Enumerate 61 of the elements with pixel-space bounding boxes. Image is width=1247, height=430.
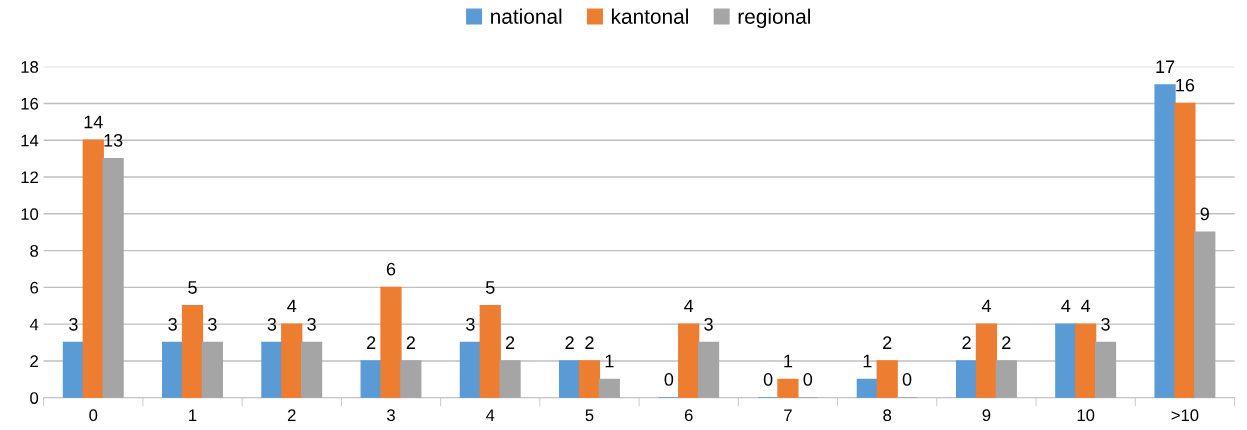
x-tick-label: 2 bbox=[287, 409, 296, 421]
data-label: 3 bbox=[208, 317, 217, 331]
y-tick-label: 2 bbox=[30, 355, 38, 367]
x-tick-label: 4 bbox=[485, 409, 495, 421]
data-label: 3 bbox=[307, 317, 316, 331]
y-tick-label: 16 bbox=[21, 97, 39, 110]
y-tick-label: 14 bbox=[21, 134, 39, 147]
data-label: 2 bbox=[585, 336, 594, 349]
data-label: 1 bbox=[605, 354, 614, 368]
data-label: 2 bbox=[367, 336, 376, 349]
data-label: 4 bbox=[1061, 299, 1071, 313]
data-label: 4 bbox=[684, 299, 694, 313]
legend-label: kantonal bbox=[611, 8, 688, 24]
data-label: 3 bbox=[704, 317, 713, 331]
x-tick-label: >10 bbox=[1171, 409, 1199, 422]
data-label: 5 bbox=[485, 281, 495, 294]
data-label: 2 bbox=[406, 336, 415, 349]
data-label: 2 bbox=[565, 336, 574, 349]
data-label: 1 bbox=[784, 354, 793, 368]
data-label: 0 bbox=[902, 373, 912, 386]
legend-label: national bbox=[491, 8, 562, 24]
data-label: 3 bbox=[267, 317, 277, 331]
x-tick-label: 3 bbox=[386, 409, 395, 422]
data-label: 0 bbox=[664, 373, 674, 386]
data-label: 14 bbox=[84, 115, 103, 129]
data-label: 13 bbox=[104, 133, 123, 147]
y-tick-label: 8 bbox=[30, 245, 39, 257]
data-label: 3 bbox=[466, 317, 475, 331]
data-label: 2 bbox=[505, 336, 515, 349]
x-tick-label: 6 bbox=[684, 409, 693, 422]
data-label: 4 bbox=[1081, 299, 1091, 313]
data-label: 3 bbox=[69, 317, 78, 331]
x-tick-label: 10 bbox=[1077, 409, 1095, 422]
y-tick-label: 4 bbox=[29, 318, 39, 331]
data-label: 0 bbox=[803, 373, 813, 386]
data-label: 3 bbox=[1101, 317, 1110, 331]
data-label: 0 bbox=[763, 373, 773, 386]
y-tick-label: 18 bbox=[21, 61, 39, 73]
data-label: 9 bbox=[1200, 207, 1209, 221]
y-tick-label: 10 bbox=[21, 208, 39, 221]
y-tick-label: 12 bbox=[21, 171, 38, 184]
x-tick-label: 0 bbox=[89, 409, 98, 422]
data-label: 2 bbox=[883, 336, 892, 349]
data-label: 16 bbox=[1176, 78, 1195, 92]
y-tick-label: 0 bbox=[30, 392, 39, 404]
data-label: 3 bbox=[168, 317, 177, 331]
x-tick-label: 5 bbox=[585, 409, 594, 422]
data-label: 17 bbox=[1156, 60, 1175, 73]
x-tick-label: 8 bbox=[883, 409, 892, 422]
data-label: 2 bbox=[1002, 336, 1011, 349]
data-label: 2 bbox=[962, 336, 971, 349]
x-tick-label: 9 bbox=[982, 409, 991, 422]
y-tick-label: 6 bbox=[30, 281, 39, 294]
data-label: 5 bbox=[188, 281, 197, 294]
data-label: 4 bbox=[981, 299, 991, 313]
x-tick-label: 7 bbox=[784, 409, 792, 421]
x-tick-label: 1 bbox=[189, 409, 197, 421]
legend-label: regional bbox=[738, 8, 810, 29]
data-label: 6 bbox=[386, 262, 396, 276]
data-label: 4 bbox=[287, 299, 297, 313]
data-label: 1 bbox=[863, 354, 872, 368]
